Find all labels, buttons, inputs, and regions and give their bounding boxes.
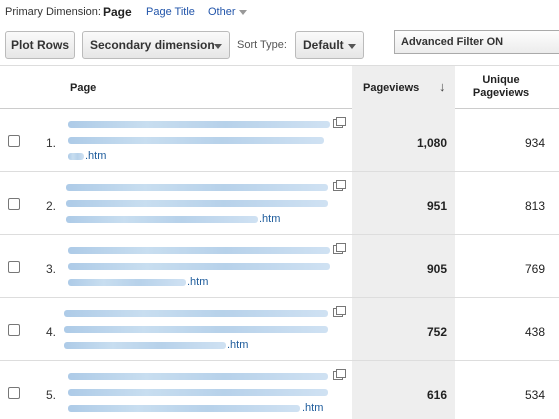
pageviews-value: 905	[426, 262, 447, 276]
table-row: 3. .htm 905 769	[0, 235, 559, 298]
redacted-url-line[interactable]	[66, 184, 328, 191]
table-row: 4. .htm 752 438	[0, 298, 559, 361]
redacted-url-line[interactable]	[68, 405, 300, 412]
redacted-url-line[interactable]	[66, 216, 258, 223]
secondary-dimension-dropdown[interactable]: Secondary dimension	[82, 31, 230, 59]
page-url-suffix[interactable]: .htm	[187, 276, 209, 288]
redacted-url-line[interactable]	[68, 263, 330, 270]
dimension-other-label: Other	[208, 6, 236, 18]
unique-pageviews-value: 438	[524, 325, 545, 339]
redacted-url-line[interactable]	[68, 389, 328, 396]
redacted-url-line[interactable]	[68, 137, 324, 144]
chevron-down-icon	[238, 9, 247, 15]
sort-type-label: Sort Type:	[237, 39, 287, 51]
redacted-url-line[interactable]	[68, 121, 330, 128]
redacted-url-line[interactable]	[68, 373, 328, 380]
row-checkbox[interactable]	[8, 324, 20, 336]
unique-pageviews-value: 934	[524, 136, 545, 150]
table-toolbar: Plot Rows Secondary dimension Sort Type:…	[0, 26, 559, 65]
redacted-url-line[interactable]	[64, 310, 328, 317]
pageviews-value: 616	[426, 388, 447, 402]
table-row: 2. .htm 951 813	[0, 172, 559, 235]
row-index: 4.	[45, 325, 56, 339]
unique-pageviews-value: 769	[524, 262, 545, 276]
column-header-unique-pageviews[interactable]: Unique Pageviews	[472, 74, 530, 99]
open-in-new-window-icon[interactable]	[333, 369, 346, 380]
redacted-url-line[interactable]	[64, 342, 226, 349]
pageviews-value: 752	[426, 325, 447, 339]
row-index: 1.	[45, 136, 56, 150]
secondary-dimension-label: Secondary dimension	[90, 38, 215, 52]
row-index: 5.	[45, 388, 56, 402]
sorted-column-cell-bg	[352, 172, 455, 234]
row-checkbox[interactable]	[8, 387, 20, 399]
open-in-new-window-icon[interactable]	[333, 306, 346, 317]
dimension-page-active[interactable]: Page	[103, 5, 132, 19]
row-checkbox[interactable]	[8, 135, 20, 147]
sort-descending-icon[interactable]: ↓	[439, 79, 446, 94]
redacted-url-line[interactable]	[68, 247, 330, 254]
table-header: Page Pageviews ↓ Unique Pageviews	[0, 65, 559, 109]
sorted-column-cell-bg	[352, 235, 455, 297]
pageviews-value: 1,080	[416, 136, 447, 150]
sorted-column-cell-bg	[352, 361, 455, 419]
redacted-url-line[interactable]	[68, 153, 84, 160]
page-url-suffix[interactable]: .htm	[227, 339, 249, 351]
dimension-other-dropdown[interactable]: Other	[208, 6, 247, 18]
open-in-new-window-icon[interactable]	[333, 180, 346, 191]
pageviews-value: 951	[426, 199, 447, 213]
plot-rows-button[interactable]: Plot Rows	[5, 31, 75, 59]
chevron-down-icon	[214, 44, 222, 49]
advanced-filter-button[interactable]: Advanced Filter ON	[394, 30, 559, 54]
sorted-column-header-bg	[352, 66, 455, 109]
page-url-suffix[interactable]: .htm	[302, 402, 324, 414]
page-url-suffix[interactable]: .htm	[85, 150, 107, 162]
sorted-column-cell-bg	[352, 109, 455, 171]
sorted-column-cell-bg	[352, 298, 455, 360]
unique-pageviews-value: 534	[524, 388, 545, 402]
sort-type-dropdown[interactable]: Default	[295, 31, 364, 59]
unique-pageviews-value: 813	[524, 199, 545, 213]
primary-dimension-label: Primary Dimension:	[5, 6, 101, 18]
row-checkbox[interactable]	[8, 261, 20, 273]
sort-type-value: Default	[303, 38, 344, 52]
open-in-new-window-icon[interactable]	[333, 243, 346, 254]
table-row: 1. .htm 1,080 934	[0, 109, 559, 172]
column-header-page[interactable]: Page	[70, 82, 97, 94]
redacted-url-line[interactable]	[64, 326, 328, 333]
row-index: 3.	[45, 262, 56, 276]
open-in-new-window-icon[interactable]	[333, 117, 346, 128]
row-index: 2.	[45, 199, 56, 213]
column-header-pageviews[interactable]: Pageviews	[363, 82, 420, 94]
primary-dimension-bar: Primary Dimension: Page Page Title Other	[0, 0, 559, 26]
redacted-url-line[interactable]	[66, 200, 328, 207]
table-row: 5. .htm 616 534	[0, 361, 559, 419]
redacted-url-line[interactable]	[68, 279, 186, 286]
chevron-down-icon	[348, 44, 356, 49]
page-url-suffix[interactable]: .htm	[259, 213, 281, 225]
dimension-page-title-link[interactable]: Page Title	[146, 6, 195, 18]
row-checkbox[interactable]	[8, 198, 20, 210]
